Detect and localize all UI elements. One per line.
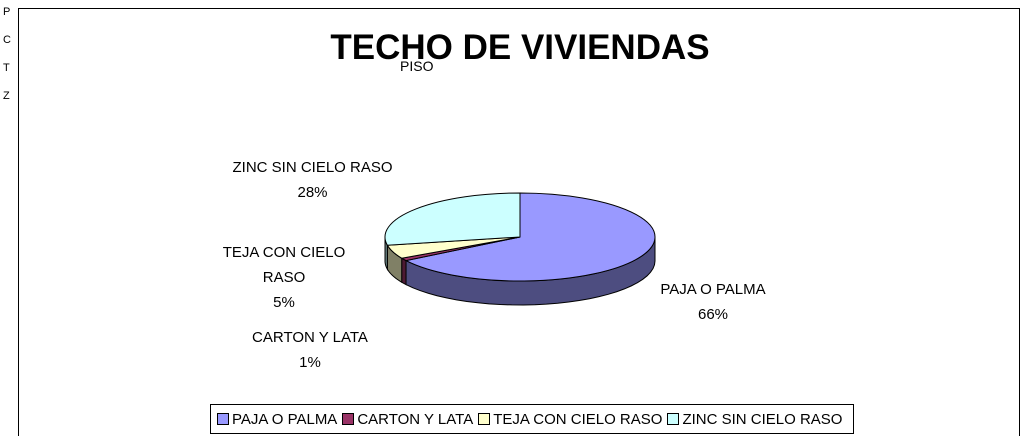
value-label: 66% bbox=[697, 306, 729, 323]
category-label: CARTON Y LATA bbox=[252, 329, 368, 346]
chart-title: TECHO DE VIVIENDAS bbox=[330, 28, 710, 67]
background-fragments: P C T Z bbox=[3, 6, 17, 118]
legend-item: CARTON Y LATA bbox=[342, 411, 473, 428]
value-label: 28% bbox=[297, 184, 328, 201]
fragment-label: T bbox=[3, 62, 10, 74]
data-label: PAJA O PALMA 66% bbox=[638, 277, 788, 327]
category-label: ZINC SIN CIELO RASO bbox=[232, 159, 393, 176]
fragment-label: Z bbox=[3, 90, 10, 102]
fragment-label: C bbox=[3, 34, 11, 46]
legend: PAJA O PALMA CARTON Y LATA TEJA CON CIELO … bbox=[210, 404, 855, 434]
legend-label: TEJA CON CIELO RASO bbox=[493, 410, 663, 428]
legend-swatch bbox=[342, 413, 355, 425]
slice bbox=[404, 192, 656, 282]
value-label: 5% bbox=[273, 294, 295, 311]
chart-subtitle: PISO bbox=[400, 58, 434, 74]
legend-label: ZINC SIN CIELO RASO bbox=[682, 410, 843, 428]
value-label: 1% bbox=[299, 354, 321, 371]
legend-item: ZINC SIN CIELO RASO bbox=[667, 411, 842, 428]
legend-swatch bbox=[478, 413, 491, 425]
legend-swatch bbox=[667, 413, 680, 425]
slice-side bbox=[401, 257, 407, 286]
legend-label: PAJA O PALMA bbox=[232, 410, 338, 428]
chart-area bbox=[18, 8, 1020, 436]
fragment-label: P bbox=[3, 6, 11, 18]
legend-label: CARTON Y LATA bbox=[357, 410, 474, 428]
data-label: CARTON Y LATA 1% bbox=[230, 325, 390, 375]
legend-item: TEJA CON CIELO RASO bbox=[478, 411, 662, 428]
category-label: PAJA O PALMA bbox=[660, 281, 766, 298]
slice bbox=[384, 192, 521, 246]
category-label: TEJA CON CIELO RASO bbox=[222, 244, 346, 286]
legend-swatch bbox=[217, 413, 229, 425]
slice-tops bbox=[384, 192, 656, 282]
data-label: TEJA CON CIELO RASO 5% bbox=[215, 240, 353, 315]
data-label: ZINC SIN CIELO RASO 28% bbox=[200, 155, 425, 205]
legend-item: PAJA O PALMA bbox=[217, 411, 337, 428]
